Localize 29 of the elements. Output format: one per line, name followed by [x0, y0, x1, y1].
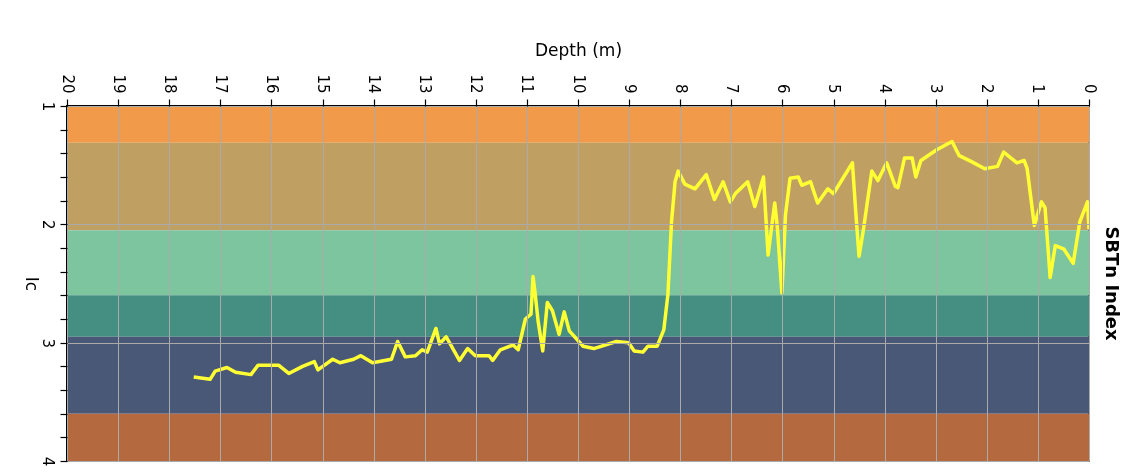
y-tick-label: 2 — [38, 220, 57, 230]
x-tick-label: 14 — [365, 74, 384, 94]
line-series — [191, 139, 1089, 382]
x-tick-label: 19 — [109, 74, 128, 94]
x-tick-label: 9 — [620, 83, 639, 94]
x-tick-label: 13 — [416, 74, 435, 94]
x-tick-label: 2 — [978, 83, 997, 94]
x-tick-label: 5 — [825, 83, 843, 94]
x-tick-label: 1 — [1029, 83, 1048, 94]
x-tick-label: 20 — [58, 74, 77, 94]
x-tick-label: 10 — [569, 74, 588, 94]
x-tick-label: 4 — [876, 83, 895, 94]
x-axis-title: Depth (m) — [534, 40, 623, 61]
y-tick-label: 4 — [38, 456, 57, 467]
text: SBTn Index — [1102, 226, 1123, 342]
x-tick-label: 0 — [1080, 83, 1099, 94]
y-tick-label: 3 — [38, 338, 57, 348]
x-tick-label: 15 — [314, 74, 332, 94]
y-tick-label: 1 — [38, 101, 57, 112]
y-axis-title: Ic — [21, 276, 42, 292]
x-tick-label: 12 — [467, 74, 486, 94]
x-tick-label: 11 — [518, 74, 537, 94]
x-tick-label: 7 — [722, 83, 741, 94]
x-tick-label: 16 — [262, 74, 281, 94]
x-tick-label: 18 — [160, 74, 179, 94]
x-tick-label: 3 — [927, 83, 946, 94]
x-tick-label: 8 — [671, 83, 690, 94]
x-tick-label: 6 — [773, 83, 792, 94]
x-tick-label: 17 — [211, 74, 230, 94]
